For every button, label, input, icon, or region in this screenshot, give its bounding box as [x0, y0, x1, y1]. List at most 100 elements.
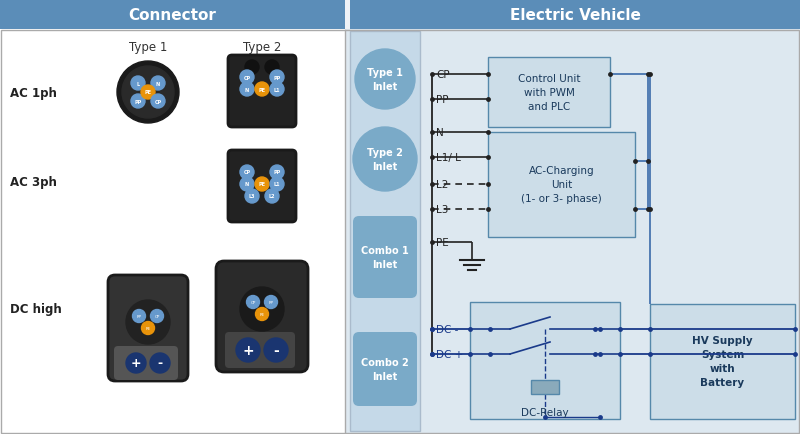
Circle shape	[270, 83, 284, 97]
Text: HV Supply
System
with
Battery: HV Supply System with Battery	[692, 336, 753, 388]
Text: Type 2
Inlet: Type 2 Inlet	[367, 148, 403, 171]
Text: L1/ L: L1/ L	[436, 153, 461, 163]
Circle shape	[255, 83, 269, 97]
Circle shape	[151, 95, 165, 109]
FancyBboxPatch shape	[345, 30, 800, 434]
Circle shape	[270, 178, 284, 191]
Circle shape	[255, 178, 269, 191]
FancyBboxPatch shape	[216, 261, 308, 372]
Text: CP: CP	[154, 314, 160, 318]
Text: AC-Charging
Unit
(1- or 3- phase): AC-Charging Unit (1- or 3- phase)	[521, 166, 602, 204]
Text: PP: PP	[269, 300, 274, 304]
Circle shape	[151, 77, 165, 91]
Circle shape	[240, 287, 284, 331]
Circle shape	[122, 67, 174, 119]
Text: L: L	[137, 81, 139, 86]
Text: PP: PP	[134, 99, 142, 104]
FancyBboxPatch shape	[531, 380, 559, 394]
Text: DC +: DC +	[436, 349, 463, 359]
Text: CP: CP	[243, 76, 250, 80]
Circle shape	[353, 128, 417, 191]
Circle shape	[355, 50, 415, 110]
Text: Combo 1
Inlet: Combo 1 Inlet	[361, 246, 409, 269]
Circle shape	[150, 353, 170, 373]
Text: Type 2: Type 2	[243, 41, 281, 54]
FancyBboxPatch shape	[225, 332, 295, 368]
Text: PE: PE	[259, 312, 265, 316]
Text: L1: L1	[274, 87, 280, 92]
Circle shape	[236, 338, 260, 362]
FancyBboxPatch shape	[350, 32, 420, 431]
Text: -: -	[273, 343, 279, 357]
Text: CP: CP	[250, 300, 256, 304]
Text: +: +	[242, 343, 254, 357]
Text: PE: PE	[258, 182, 266, 187]
Circle shape	[141, 86, 155, 100]
Text: N: N	[245, 182, 249, 187]
Circle shape	[265, 296, 278, 309]
FancyBboxPatch shape	[470, 302, 620, 419]
Circle shape	[133, 310, 146, 323]
Text: PE: PE	[146, 326, 150, 330]
Text: PE: PE	[258, 87, 266, 92]
Text: L2: L2	[269, 194, 275, 199]
Circle shape	[265, 190, 279, 204]
Text: CP: CP	[243, 170, 250, 175]
Circle shape	[270, 71, 284, 85]
Circle shape	[150, 310, 163, 323]
Text: L2: L2	[436, 180, 448, 190]
FancyBboxPatch shape	[228, 151, 296, 223]
Text: DC high: DC high	[10, 303, 62, 316]
FancyBboxPatch shape	[375, 332, 395, 348]
Circle shape	[142, 322, 154, 335]
Text: PP: PP	[137, 314, 142, 318]
Circle shape	[117, 62, 179, 124]
Text: DC -: DC -	[436, 324, 458, 334]
Text: Type 1: Type 1	[129, 41, 167, 54]
Text: N: N	[436, 128, 444, 138]
Text: L1: L1	[274, 182, 280, 187]
Text: DC-Relay: DC-Relay	[521, 407, 569, 417]
Text: Combo 2
Inlet: Combo 2 Inlet	[361, 358, 409, 381]
FancyBboxPatch shape	[228, 56, 296, 128]
FancyBboxPatch shape	[350, 0, 800, 30]
FancyBboxPatch shape	[353, 332, 417, 406]
FancyBboxPatch shape	[353, 217, 417, 298]
Circle shape	[264, 338, 288, 362]
Text: CP: CP	[154, 99, 162, 104]
FancyBboxPatch shape	[375, 217, 395, 233]
Circle shape	[265, 61, 279, 75]
FancyBboxPatch shape	[488, 58, 610, 128]
Circle shape	[240, 71, 254, 85]
Text: L3: L3	[249, 194, 255, 199]
Text: CP: CP	[436, 70, 450, 80]
FancyBboxPatch shape	[114, 346, 178, 380]
Text: N: N	[156, 81, 160, 86]
Circle shape	[255, 308, 269, 321]
Text: -: -	[158, 357, 162, 370]
Text: N: N	[245, 87, 249, 92]
FancyBboxPatch shape	[0, 30, 345, 434]
Circle shape	[270, 166, 284, 180]
Text: Control Unit
with PWM
and PLC: Control Unit with PWM and PLC	[518, 74, 580, 112]
Text: +: +	[130, 357, 142, 370]
FancyBboxPatch shape	[650, 304, 795, 419]
Text: PE: PE	[145, 90, 151, 95]
Text: AC 1ph: AC 1ph	[10, 86, 57, 99]
Circle shape	[246, 296, 259, 309]
FancyBboxPatch shape	[108, 275, 188, 381]
Text: Type 1
Inlet: Type 1 Inlet	[367, 68, 403, 92]
Text: PE: PE	[436, 237, 449, 247]
Text: L3: L3	[436, 204, 448, 214]
Circle shape	[126, 353, 146, 373]
Circle shape	[240, 83, 254, 97]
Circle shape	[245, 190, 259, 204]
Text: Connector: Connector	[128, 7, 216, 23]
Circle shape	[240, 166, 254, 180]
Text: Electric Vehicle: Electric Vehicle	[510, 7, 641, 23]
Circle shape	[131, 95, 145, 109]
FancyBboxPatch shape	[488, 133, 635, 237]
Text: PP: PP	[274, 170, 281, 175]
Text: AC 3ph: AC 3ph	[10, 176, 57, 189]
Circle shape	[245, 61, 259, 75]
